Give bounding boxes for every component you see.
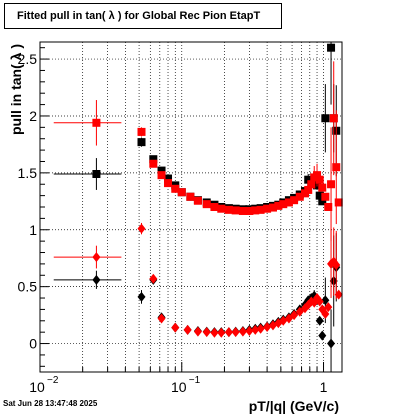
y-tick-label: 1.5 [18, 165, 38, 181]
data-point-square [318, 197, 327, 206]
data-point-square [177, 188, 186, 197]
data-point-square [157, 166, 166, 175]
data-point-square [137, 138, 146, 147]
data-point-square [327, 180, 336, 189]
data-point-square [245, 206, 254, 215]
data-point-square [256, 205, 265, 214]
data-point-square [238, 206, 247, 215]
data-point-diamond [231, 327, 240, 338]
data-point-square [210, 203, 219, 211]
data-point-square [329, 114, 338, 123]
data-point-square [274, 201, 283, 210]
data-point-diamond [245, 326, 254, 337]
data-point-diamond [202, 327, 211, 338]
data-point-square [318, 183, 327, 192]
axis-ticks [39, 47, 325, 372]
data-point-square [315, 191, 324, 200]
data-point-square [171, 184, 180, 193]
data-point-square [315, 175, 324, 184]
x-tick-label: 10 [171, 379, 187, 395]
data-point-square [295, 192, 304, 201]
data-point-diamond [171, 322, 180, 333]
data-point-square [164, 174, 173, 183]
data-point-diamond [92, 274, 101, 285]
data-point-square [164, 179, 173, 188]
data-point-diamond [92, 252, 101, 263]
y-tick-label: 0.5 [18, 279, 38, 295]
data-point-square [304, 185, 313, 194]
data-point-square [290, 196, 299, 205]
y-tick-label: 2 [29, 108, 37, 124]
data-point-square [186, 192, 195, 201]
data-point-diamond [290, 310, 299, 321]
data-point-square [321, 114, 330, 123]
data-point-diamond [137, 291, 146, 302]
data-point-diamond [251, 324, 260, 335]
data-point-diamond [149, 273, 158, 284]
timestamp: Sat Jun 28 13:47:48 2025 [3, 399, 98, 408]
data-point-diamond [193, 326, 202, 337]
data-point-square [324, 203, 333, 211]
data-point-diamond [238, 326, 247, 337]
data-point-diamond [263, 322, 272, 333]
data-point-diamond [157, 313, 166, 324]
data-markers [53, 42, 343, 372]
data-point-diamond [256, 323, 265, 334]
data-point-square [137, 127, 146, 136]
data-point-square [92, 118, 101, 127]
data-point-square [224, 205, 233, 214]
data-point-diamond [137, 223, 146, 234]
x-tick-exponent: −2 [47, 375, 59, 386]
data-point-square [321, 192, 330, 201]
tick-labels: 00.511.522.510 −2 10 −1 1 [18, 51, 328, 395]
data-point-square [334, 198, 343, 207]
plot-frame [39, 41, 343, 373]
data-point-square [231, 206, 240, 215]
data-point-square [202, 200, 211, 209]
data-point-square [157, 171, 166, 180]
data-point-square [193, 196, 202, 205]
data-point-square [279, 200, 288, 209]
data-point-square [307, 180, 316, 189]
data-point-diamond [217, 327, 226, 338]
data-point-diamond [332, 260, 341, 271]
data-point-diamond [324, 302, 333, 313]
x-axis-label: pT/|q| (GeV/c) [249, 398, 339, 414]
data-point-square [149, 159, 158, 168]
data-point-square [251, 206, 260, 215]
data-point-square [313, 171, 322, 180]
data-point-diamond [327, 338, 336, 349]
data-point-diamond [321, 295, 330, 306]
x-tick-label: 10 [29, 379, 45, 395]
y-tick-label: 0 [29, 336, 37, 352]
grid-lines [40, 42, 342, 372]
data-point-diamond [321, 308, 330, 319]
y-tick-label: 2.5 [18, 51, 38, 67]
data-point-square [268, 203, 277, 212]
y-tick-label: 1 [29, 222, 37, 238]
data-point-diamond [334, 289, 343, 300]
data-point-diamond [210, 327, 219, 338]
data-point-diamond [224, 327, 233, 338]
data-point-square [217, 204, 226, 213]
data-point-square [284, 198, 293, 207]
data-point-square [92, 170, 101, 178]
data-point-square [332, 163, 341, 172]
data-point-square [327, 43, 336, 52]
data-point-square [149, 155, 158, 164]
data-point-diamond [315, 296, 324, 307]
data-point-diamond [183, 324, 192, 335]
x-tick-exponent: −1 [189, 375, 201, 386]
chart-title: Fitted pull in tan( λ ) for Global Rec P… [4, 3, 282, 29]
x-tick-label: 1 [320, 379, 328, 395]
data-point-diamond [315, 315, 324, 326]
data-point-diamond [318, 330, 327, 341]
y-axis-label: pull in tan( λ ) [8, 44, 24, 135]
data-point-square [263, 204, 272, 213]
